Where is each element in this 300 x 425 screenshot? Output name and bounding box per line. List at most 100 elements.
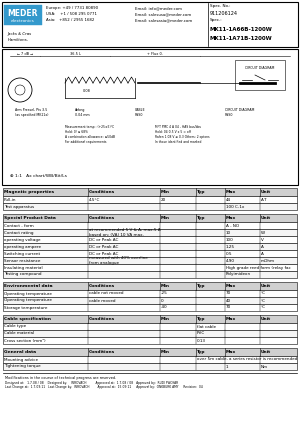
Text: Operating temperature: Operating temperature <box>4 298 52 303</box>
Text: CIRCUIT DIAGRAM: CIRCUIT DIAGRAM <box>245 66 275 70</box>
Bar <box>3 196 297 203</box>
Text: Mounting advice: Mounting advice <box>4 357 38 362</box>
Text: Email: salesusa@meder.com: Email: salesusa@meder.com <box>135 12 191 16</box>
Bar <box>3 229 297 236</box>
Text: 0.13: 0.13 <box>197 338 206 343</box>
Text: over 5m cable, a series resistor is recommended: over 5m cable, a series resistor is reco… <box>197 357 297 362</box>
Text: Rafen 1.08 V ≥ 0.3 Others: 2 optons: Rafen 1.08 V ≥ 0.3 Others: 2 optons <box>155 135 210 139</box>
Bar <box>3 203 297 210</box>
Text: Insulating material: Insulating material <box>4 266 43 269</box>
Text: ← 7 dB →: ← 7 dB → <box>17 52 33 56</box>
Text: Min: Min <box>161 317 170 321</box>
Text: Unit: Unit <box>261 350 271 354</box>
Bar <box>3 236 297 243</box>
Text: cable moved: cable moved <box>89 298 116 303</box>
Text: W: W <box>261 230 265 235</box>
Text: Max: Max <box>226 216 236 220</box>
Text: 44: 44 <box>226 198 231 201</box>
Bar <box>3 271 297 278</box>
Text: A - NO: A - NO <box>226 224 239 227</box>
Bar <box>3 315 297 323</box>
Text: Contact rating: Contact rating <box>4 230 34 235</box>
Text: Asia:   +852 / 2955 1682: Asia: +852 / 2955 1682 <box>46 18 94 22</box>
Text: Operating temperature: Operating temperature <box>4 292 52 295</box>
Bar <box>3 330 297 337</box>
Text: Special Product Data: Special Product Data <box>4 216 56 220</box>
Bar <box>3 222 297 229</box>
Bar <box>3 214 297 222</box>
Text: 70: 70 <box>226 306 231 309</box>
Text: -25: -25 <box>161 292 168 295</box>
Text: Conditions: Conditions <box>89 350 115 354</box>
Text: 0.5: 0.5 <box>226 252 232 255</box>
Text: Europe: +49 / 7731 80890: Europe: +49 / 7731 80890 <box>46 6 98 10</box>
Bar <box>3 323 297 330</box>
Text: Environmental data: Environmental data <box>4 284 52 288</box>
Text: 100: 100 <box>226 238 234 241</box>
Text: 0: 0 <box>161 298 164 303</box>
Text: Measurement temp.: (+25±5)°C: Measurement temp.: (+25±5)°C <box>65 125 114 129</box>
Bar <box>3 363 297 370</box>
Text: ⊕ 1:1   Ax chart/WB/Bit/Ls: ⊕ 1:1 Ax chart/WB/Bit/Ls <box>10 174 67 178</box>
Text: 1.25: 1.25 <box>226 244 235 249</box>
Text: Email: info@meder.com: Email: info@meder.com <box>135 6 182 10</box>
Text: -40: -40 <box>161 306 168 309</box>
Bar <box>3 188 297 196</box>
Text: 911206124: 911206124 <box>210 11 238 15</box>
Text: MFT PMC 4 A 04 - HAS bus/bbs: MFT PMC 4 A 04 - HAS bus/bbs <box>155 125 201 129</box>
Text: Last Change at:  1.7.09.11   Last Change by:  WROVACH        Approval at:  15.09: Last Change at: 1.7.09.11 Last Change by… <box>5 385 203 389</box>
Text: 70: 70 <box>226 292 231 295</box>
Text: 20: 20 <box>161 198 166 201</box>
Text: Unit: Unit <box>261 317 271 321</box>
Text: DC or Peak AC: DC or Peak AC <box>89 238 118 241</box>
Bar <box>3 243 297 250</box>
Text: Polyimideon: Polyimideon <box>226 272 251 277</box>
Text: DC or Peak AC: DC or Peak AC <box>89 244 118 249</box>
Text: Spec.:: Spec.: <box>210 18 223 22</box>
Text: MEDER: MEDER <box>8 8 38 17</box>
Bar <box>3 290 297 297</box>
Text: Airbng
0.04 mm: Airbng 0.04 mm <box>75 108 90 116</box>
Text: USA:    +1 / 508 295 0771: USA: +1 / 508 295 0771 <box>46 12 97 16</box>
Text: measured with 40% overline
from analogue: measured with 40% overline from analogue <box>89 256 148 265</box>
Text: electronics: electronics <box>11 19 35 23</box>
Text: Cable type: Cable type <box>4 325 26 329</box>
Bar <box>3 264 297 271</box>
Text: operating ampere: operating ampere <box>4 244 41 249</box>
Text: Min: Min <box>161 190 170 194</box>
Text: °C: °C <box>261 306 266 309</box>
Text: Max: Max <box>226 284 236 288</box>
Bar <box>2 2 298 47</box>
Text: Unit: Unit <box>261 284 271 288</box>
Text: Designed at:   1.7.08 / 08    Designed by:    WROVACH         Approved at:  1.7.: Designed at: 1.7.08 / 08 Designed by: WR… <box>5 381 178 385</box>
Text: A·T: A·T <box>261 198 268 201</box>
Text: Sensor resistance: Sensor resistance <box>4 258 40 263</box>
Bar <box>3 282 297 290</box>
Text: 100 C-1x: 100 C-1x <box>226 204 244 209</box>
Text: Tightening torque: Tightening torque <box>4 365 40 368</box>
Text: 0.08: 0.08 <box>83 89 91 93</box>
Text: Conditions: Conditions <box>89 216 115 220</box>
Text: 40: 40 <box>226 298 231 303</box>
Text: 1: 1 <box>226 365 229 368</box>
Text: A combination allowance: ≤50dB: A combination allowance: ≤50dB <box>65 135 115 139</box>
Bar <box>235 60 285 90</box>
Text: Typ: Typ <box>197 216 206 220</box>
Text: Conditions: Conditions <box>89 190 115 194</box>
Text: Switching current: Switching current <box>4 252 40 255</box>
Text: flat cable: flat cable <box>197 325 216 329</box>
Text: Email: salesasia@meder.com: Email: salesasia@meder.com <box>135 18 192 22</box>
Text: cable not moved: cable not moved <box>89 292 124 295</box>
Text: Arm Pressel, Pts 3.5
(as specified MK11x): Arm Pressel, Pts 3.5 (as specified MK11x… <box>15 108 49 116</box>
Text: + Flux 0.: + Flux 0. <box>147 52 163 56</box>
Text: In those identified and marked: In those identified and marked <box>155 140 201 144</box>
Text: Nm: Nm <box>261 365 268 368</box>
Text: Typ: Typ <box>197 284 206 288</box>
Text: Min: Min <box>161 284 170 288</box>
Text: Max: Max <box>226 190 236 194</box>
Bar <box>3 297 297 304</box>
Text: Test apparatus: Test apparatus <box>4 204 34 209</box>
Text: Contact - form: Contact - form <box>4 224 34 227</box>
Text: Pull-in: Pull-in <box>4 198 16 201</box>
Text: Modifications in the course of technical progress are reserved.: Modifications in the course of technical… <box>5 376 116 380</box>
